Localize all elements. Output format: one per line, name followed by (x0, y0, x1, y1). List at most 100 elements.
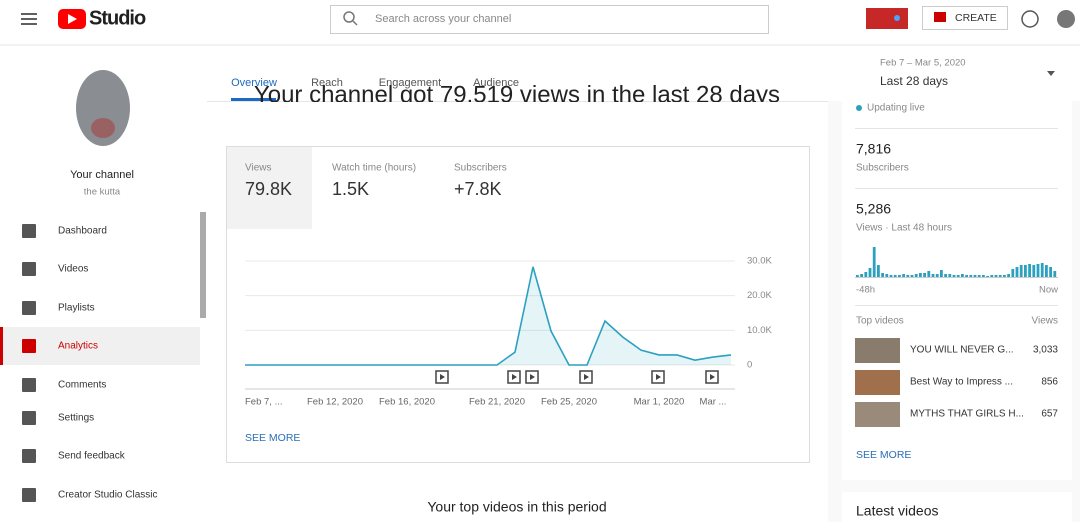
nav-icon (22, 411, 36, 425)
nav-item[interactable]: Settings (58, 413, 94, 424)
metric-selected[interactable] (227, 147, 312, 229)
spark-bar (944, 274, 947, 277)
channel-avatar[interactable] (76, 70, 130, 146)
tab[interactable]: Audience (473, 77, 519, 89)
latest-card (842, 492, 1072, 522)
spark-bar (914, 274, 918, 277)
search-placeholder[interactable]: Search across your channel (375, 13, 511, 25)
spark-bar (923, 273, 926, 277)
spark-bar (1040, 263, 1044, 277)
see-more[interactable]: SEE MORE (245, 432, 300, 444)
nav-item[interactable]: Videos (58, 264, 88, 275)
nav: Dashboard Videos Playlists Analytics Comment… (0, 224, 200, 502)
spark-bar (973, 275, 977, 277)
video-marker-play (440, 374, 445, 380)
spark-bar (898, 275, 901, 277)
create-label[interactable]: CREATE (955, 12, 997, 24)
views-label: Views · Last 48 hours (856, 223, 952, 234)
tab[interactable]: Engagement (379, 77, 441, 89)
nav-active-bar (0, 327, 3, 365)
tab[interactable]: Reach (311, 77, 343, 89)
logo-play (68, 14, 77, 24)
line (245, 266, 732, 366)
video-thumbnail[interactable] (855, 402, 900, 427)
nav-icon (22, 224, 36, 238)
x-tick-label: Mar ... (700, 397, 727, 408)
nav-icon (22, 378, 36, 392)
spark-bar (1024, 265, 1027, 277)
spark-bar (902, 274, 905, 277)
video-views: 657 (1041, 409, 1058, 420)
spark-bar (881, 273, 884, 277)
y-tick-label: 0 (747, 360, 752, 371)
account-avatar[interactable] (1057, 10, 1075, 28)
metric-label[interactable]: Views (245, 163, 272, 174)
metric-value[interactable]: 79.8K (245, 179, 292, 199)
badge[interactable] (866, 8, 908, 29)
video-thumbnail[interactable] (855, 370, 900, 395)
metrics: Views 79.8K Watch time (hours) 1.5K Subscrib… (245, 163, 507, 199)
menu-icon[interactable] (21, 13, 37, 25)
spark-bar (940, 270, 943, 277)
nav-item[interactable]: Dashboard (58, 226, 107, 237)
nav-icon (22, 488, 36, 502)
nav-icon (22, 449, 36, 463)
channel-name: the kutta (84, 187, 121, 198)
spark-bar (856, 275, 859, 277)
video-thumbnail[interactable] (855, 338, 900, 363)
spark-bar (952, 275, 956, 277)
spark-bar (1032, 265, 1036, 277)
logo-text[interactable]: Studio (89, 7, 147, 29)
spark-bar (1036, 264, 1040, 277)
nav-icon (22, 262, 36, 276)
channel-title[interactable]: Your channel (70, 169, 134, 181)
nav-item[interactable]: Playlists (58, 303, 95, 314)
subscribers-count: 7,816 (856, 141, 891, 157)
spark-bar (969, 275, 973, 277)
video-views: 3,033 (1033, 345, 1058, 356)
search-box[interactable] (330, 5, 769, 34)
chart-card (226, 146, 810, 463)
views-count: 5,286 (856, 201, 891, 217)
scrollbar[interactable] (200, 212, 206, 318)
spark-bar (990, 275, 994, 277)
metric-value[interactable]: +7.8K (454, 179, 502, 199)
y-tick-label: 30.0K (747, 256, 772, 267)
metric-label[interactable]: Subscribers (454, 163, 507, 174)
spark-bar (1003, 275, 1006, 277)
spark-bar (893, 275, 897, 277)
x-tick-label: Feb 25, 2020 (541, 397, 597, 408)
y-tick-label: 10.0K (747, 325, 772, 336)
x-tick-label: Mar 1, 2020 (634, 397, 685, 408)
tabs: Overview Reach Engagement Audience (231, 77, 519, 89)
help-icon[interactable] (1021, 10, 1039, 28)
date-caret[interactable] (1047, 71, 1055, 76)
metric-value[interactable]: 1.5K (332, 179, 369, 199)
search-icon (343, 11, 355, 23)
video-marker-play (656, 374, 661, 380)
subscribers-label: Subscribers (856, 163, 909, 174)
right-see-more[interactable]: SEE MORE (856, 449, 911, 461)
video-title[interactable]: MYTHS THAT GIRLS H... (910, 409, 1024, 420)
sparkline (856, 247, 1057, 277)
nav-item[interactable]: Analytics (58, 341, 98, 352)
nav-item[interactable]: Creator Studio Classic (58, 490, 157, 501)
spark-bar (919, 273, 922, 277)
nav-icon (22, 339, 36, 353)
avatar-detail (91, 118, 115, 138)
metric-label[interactable]: Watch time (hours) (332, 163, 416, 174)
spark-bar (1015, 267, 1019, 277)
spark-bar (982, 275, 985, 277)
spark-bar (935, 274, 939, 277)
video-title[interactable]: YOU WILL NEVER G... (910, 345, 1014, 356)
nav-item[interactable]: Comments (58, 380, 106, 391)
spark-bar (927, 271, 931, 277)
video-marker-play (584, 374, 589, 380)
tab[interactable]: Overview (231, 77, 277, 89)
nav-item[interactable]: Send feedback (58, 451, 126, 462)
video-marker-play (710, 374, 715, 380)
video-title[interactable]: Best Way to Impress ... (910, 377, 1013, 388)
x-tick-label: Feb 12, 2020 (307, 397, 363, 408)
date-label[interactable]: Last 28 days (880, 74, 948, 88)
